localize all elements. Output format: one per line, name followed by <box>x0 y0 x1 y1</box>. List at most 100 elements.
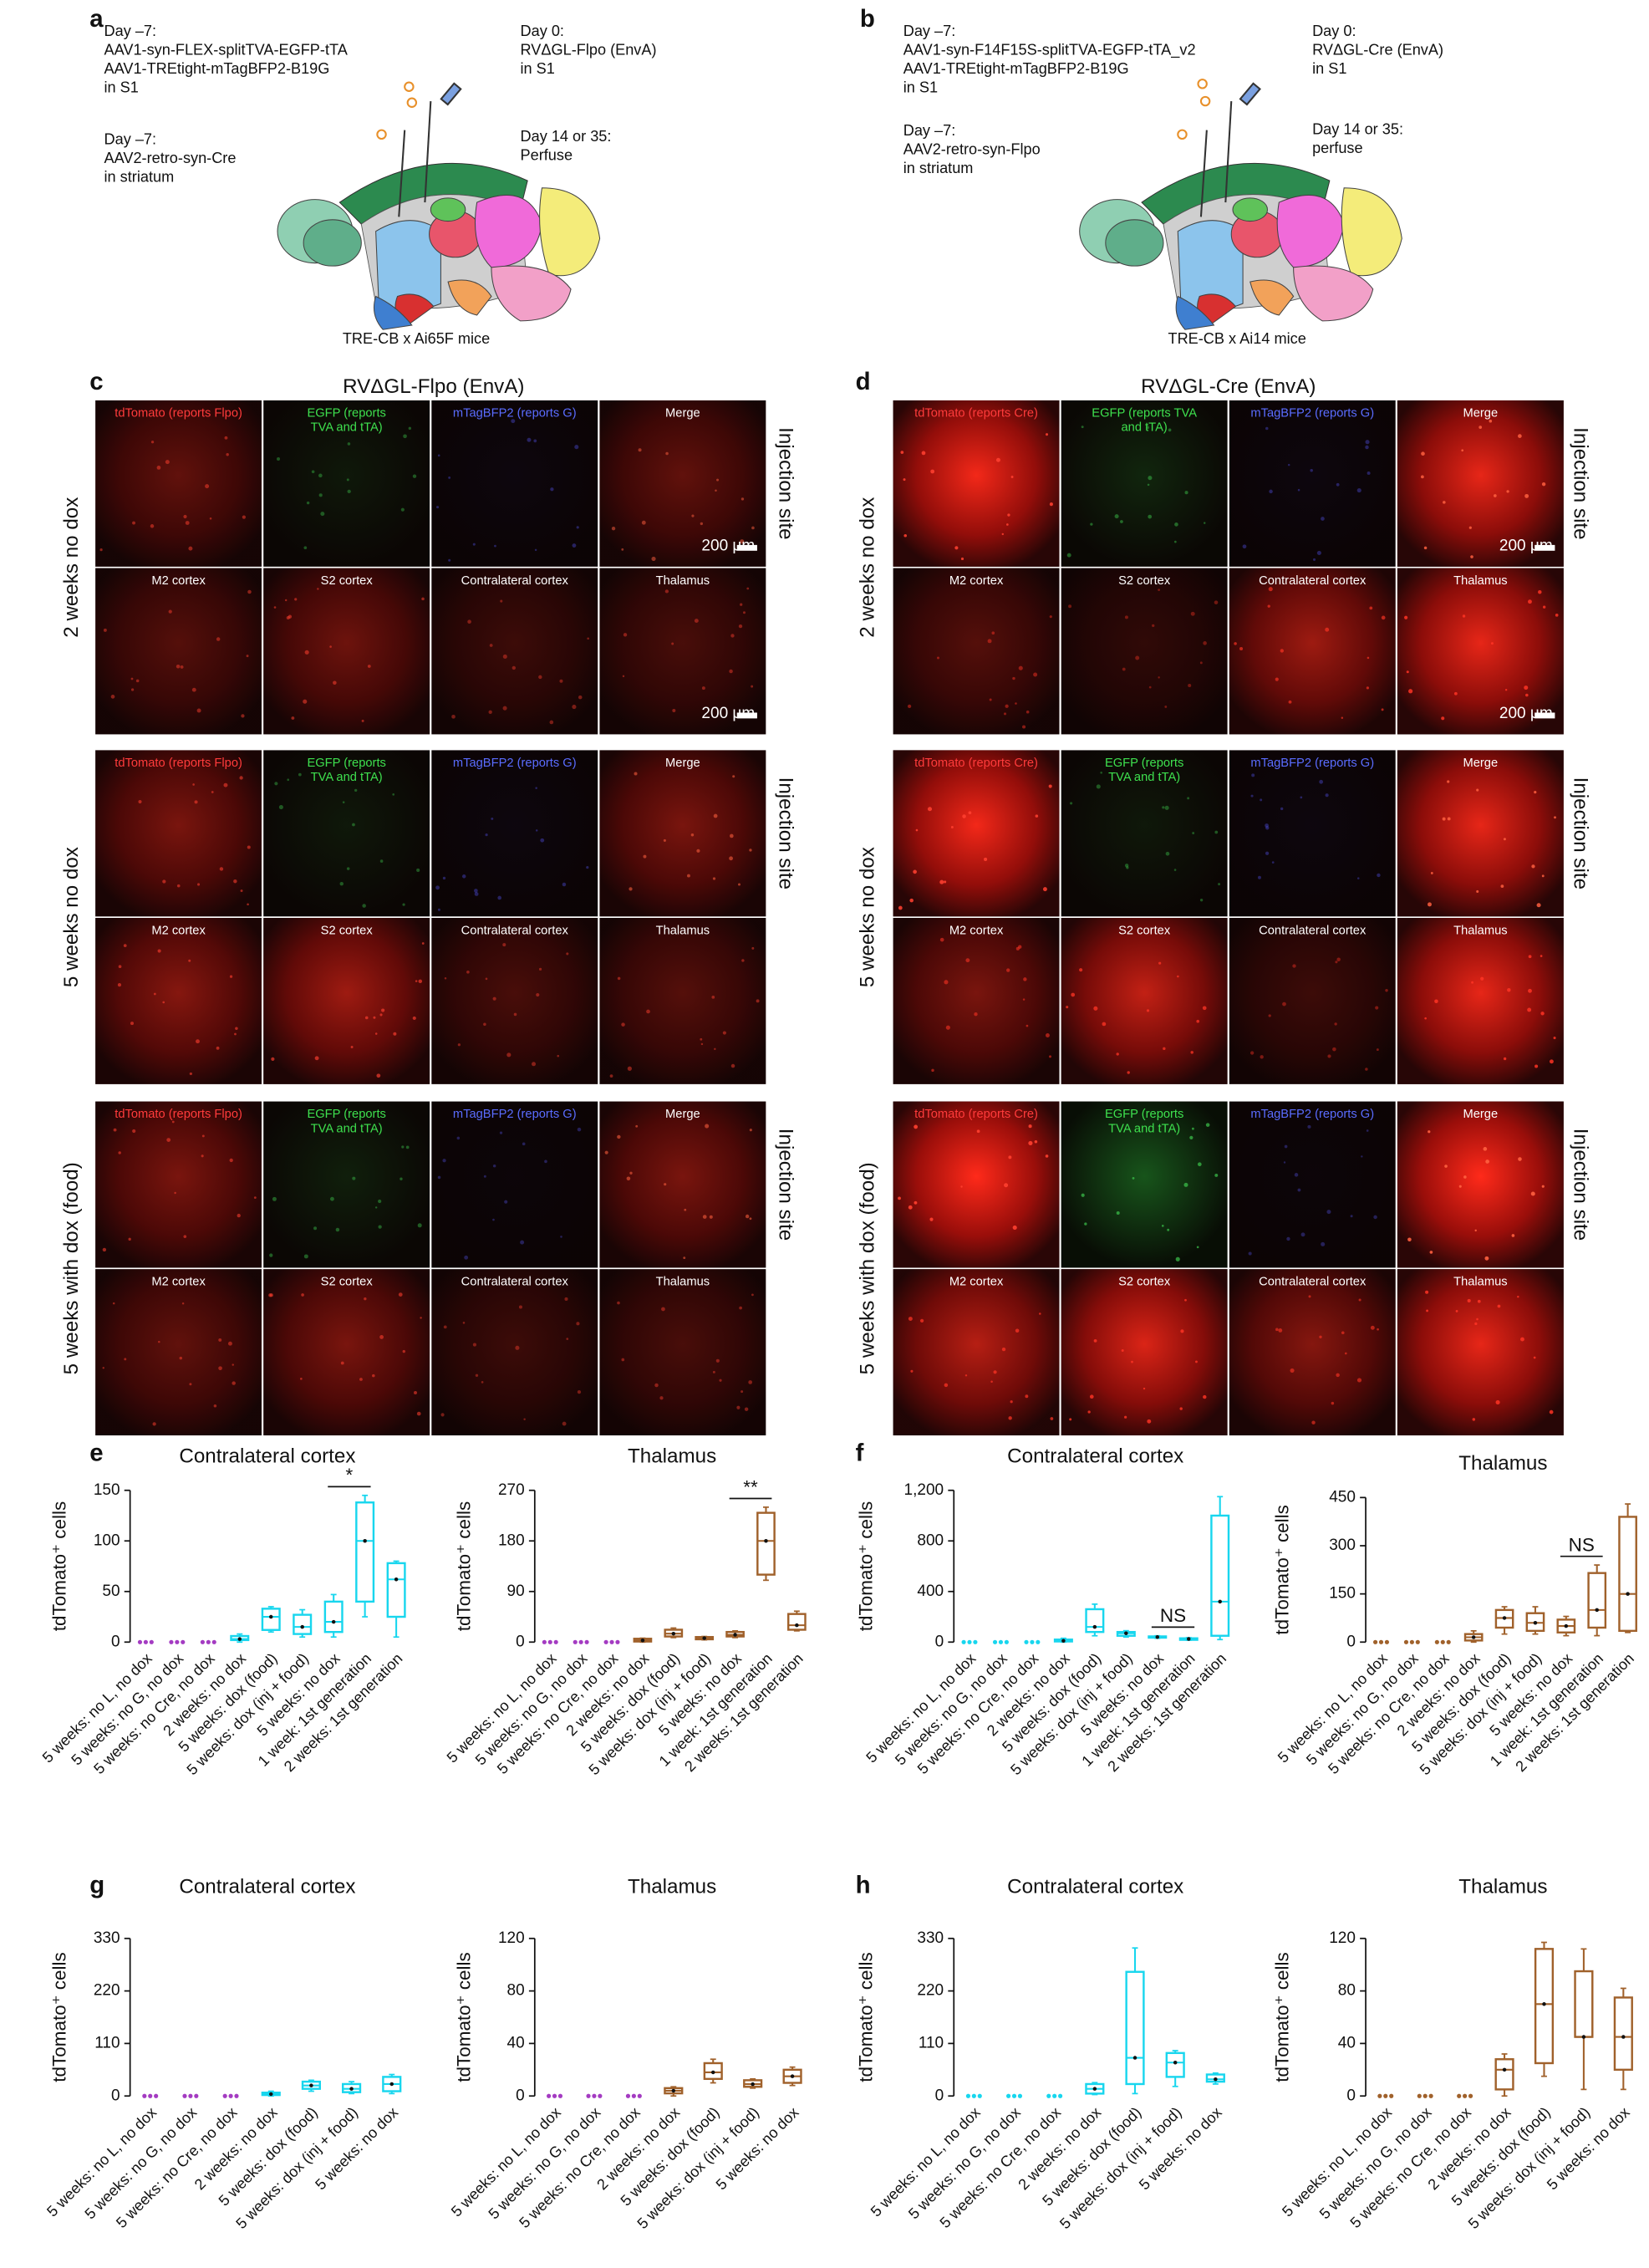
cell-speckle <box>732 775 735 778</box>
cell-speckle <box>1162 806 1165 809</box>
cell-speckle <box>562 882 567 887</box>
cell-speckle <box>1179 1407 1183 1410</box>
cell-speckle <box>654 1383 659 1388</box>
cell-speckle <box>118 965 122 969</box>
micrograph-signal <box>1061 1101 1228 1268</box>
cell-speckle <box>1474 1229 1477 1232</box>
box-point <box>1036 1639 1041 1644</box>
cell-speckle <box>233 879 237 884</box>
cell-speckle <box>989 698 992 701</box>
cell-speckle <box>483 1175 486 1178</box>
cell-speckle <box>379 1335 384 1339</box>
region-label: M2 cortex <box>151 574 206 588</box>
cell-speckle <box>103 628 107 632</box>
side-label: Injection site <box>1570 1129 1592 1241</box>
cell-speckle <box>611 527 616 531</box>
cell-speckle <box>218 1366 222 1371</box>
cell-speckle <box>374 1206 378 1209</box>
cell-speckle <box>716 478 720 482</box>
cell-speckle <box>272 1196 277 1201</box>
cell-speckle <box>489 644 493 647</box>
cell-speckle <box>1116 1052 1119 1056</box>
cell-speckle <box>1365 440 1370 445</box>
box-point <box>702 1636 706 1640</box>
box-point <box>1502 1616 1507 1620</box>
cell-speckle <box>746 587 750 590</box>
cell-speckle <box>740 603 743 606</box>
cell-speckle <box>229 1158 233 1163</box>
cell-speckle <box>1288 700 1292 704</box>
micrograph-signal <box>263 917 430 1084</box>
cell-speckle <box>1455 1310 1458 1312</box>
box-point <box>1446 1639 1451 1644</box>
cell-speckle <box>1034 1139 1038 1144</box>
cell-speckle <box>130 677 134 680</box>
region-label: Contralateral cortex <box>461 574 569 588</box>
cell-speckle <box>135 679 140 683</box>
cell-speckle <box>1441 716 1445 721</box>
box-point <box>592 2093 597 2098</box>
cell-speckle <box>1356 1378 1362 1383</box>
y-tick-label: 0 <box>516 1633 525 1650</box>
scale-bar <box>736 712 757 719</box>
micrograph-signal <box>1229 917 1396 1084</box>
cell-speckle <box>286 615 290 620</box>
cell-speckle <box>1161 1225 1164 1227</box>
cell-speckle <box>1518 434 1522 438</box>
cell-speckle <box>621 1022 625 1027</box>
y-tick-label: 110 <box>919 2034 944 2051</box>
box-point <box>234 2093 239 2098</box>
cell-speckle <box>494 544 496 548</box>
box-point <box>640 1639 645 1643</box>
cell-speckle <box>1490 642 1494 645</box>
y-tick-label: 80 <box>1338 1982 1356 2000</box>
box-point <box>615 1639 620 1644</box>
cell-speckle <box>1039 1312 1041 1315</box>
cell-speckle <box>690 833 695 837</box>
box-point <box>237 1637 242 1641</box>
brain-illustration <box>277 162 601 330</box>
cell-speckle <box>1045 1154 1049 1158</box>
region-label: Thalamus <box>1453 574 1508 588</box>
region-label: S2 cortex <box>1118 1276 1171 1289</box>
box-point <box>149 1639 154 1644</box>
y-tick-label: 0 <box>1346 1633 1356 1650</box>
injection-needles <box>376 79 1261 217</box>
cell-speckle <box>634 772 638 776</box>
cell-speckle <box>715 489 717 492</box>
cell-speckle <box>1242 544 1247 549</box>
cell-speckle <box>1249 1051 1255 1055</box>
box-point <box>389 2082 394 2087</box>
cell-speckle <box>318 473 323 478</box>
cell-speckle <box>1096 784 1101 789</box>
cell-speckle <box>499 1131 503 1134</box>
cell-speckle <box>1406 670 1409 674</box>
cell-speckle <box>1538 589 1542 594</box>
channel-label: TVA and tTA) <box>311 421 383 435</box>
cell-speckle <box>124 1358 127 1361</box>
micrograph-signal <box>1061 568 1228 735</box>
cell-speckle <box>1143 1387 1146 1390</box>
box-point <box>1581 2035 1586 2039</box>
box-point <box>175 1639 180 1644</box>
region-label: M2 cortex <box>949 1276 1004 1289</box>
cell-speckle <box>549 720 554 725</box>
cell-speckle <box>1190 611 1195 616</box>
cell-speckle <box>1404 615 1408 619</box>
cell-speckle <box>246 655 249 658</box>
region-label: M2 cortex <box>949 924 1004 937</box>
cell-speckle <box>1540 955 1543 957</box>
box-point <box>598 2093 603 2098</box>
box-point <box>1218 1599 1222 1604</box>
box-point <box>1132 2056 1138 2060</box>
y-axis-label: tdTomato⁺ cells <box>855 1501 876 1631</box>
cell-speckle <box>162 1001 165 1004</box>
cell-speckle <box>646 1009 650 1014</box>
scale-bar <box>1534 544 1555 551</box>
cell-speckle <box>291 716 295 720</box>
cell-speckle <box>1420 475 1424 479</box>
cell-speckle <box>1325 627 1330 632</box>
cell-speckle <box>913 869 917 874</box>
cell-speckle <box>1421 451 1425 456</box>
micrograph-signal <box>95 917 262 1084</box>
